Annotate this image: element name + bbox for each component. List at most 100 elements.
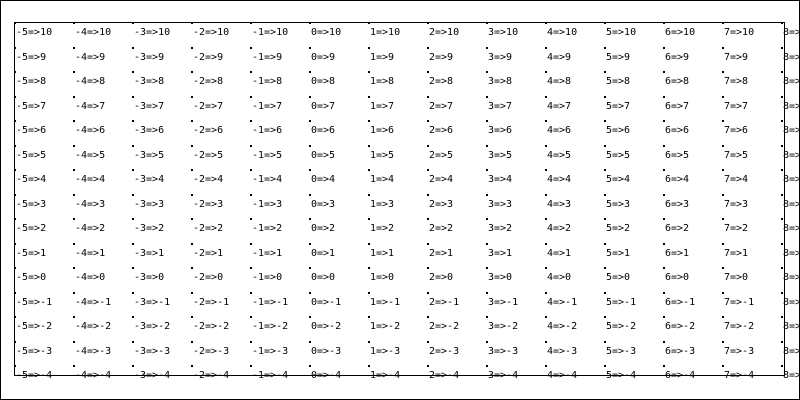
grid-point-text: 5=>6 bbox=[606, 125, 631, 136]
grid-point-dot bbox=[545, 95, 547, 98]
grid-point-dot bbox=[427, 22, 429, 24]
grid-point-dot bbox=[73, 144, 75, 147]
grid-point-text: 2=>9 bbox=[429, 51, 454, 63]
grid-point-text: -5=>5 bbox=[16, 149, 47, 161]
grid-point-dot bbox=[663, 340, 665, 343]
grid-point-dot bbox=[722, 242, 724, 245]
grid-point-text: 4=>6 bbox=[547, 125, 572, 136]
grid-point-dot bbox=[427, 365, 429, 367]
grid-point-dot bbox=[427, 340, 429, 343]
grid-point-dot bbox=[73, 95, 75, 98]
grid-point-text: 2=>0 bbox=[429, 272, 454, 283]
grid-point-dot bbox=[427, 193, 429, 196]
grid-point-text: 2=>6 bbox=[429, 125, 454, 136]
grid-point-dot bbox=[73, 120, 75, 122]
grid-point-text: 4=>9 bbox=[547, 51, 572, 63]
grid-point-text: 7=>5 bbox=[724, 149, 749, 161]
grid-point-text: 6=>-1 bbox=[665, 296, 696, 308]
grid-point-dot bbox=[722, 144, 724, 147]
grid-point-dot bbox=[14, 144, 16, 147]
grid-point-dot bbox=[309, 267, 311, 269]
grid-point-text: 5=>4 bbox=[606, 174, 631, 185]
grid-point-dot bbox=[191, 169, 193, 171]
grid-point-text: -4=>7 bbox=[75, 100, 106, 112]
grid-point-text: 5=>9 bbox=[606, 51, 631, 63]
grid-point-dot bbox=[604, 144, 606, 147]
grid-point-text: 2=>2 bbox=[429, 223, 454, 234]
grid-point-dot bbox=[604, 169, 606, 171]
grid-point-dot bbox=[14, 22, 16, 24]
grid-point-text: 5=>-1 bbox=[606, 296, 637, 308]
grid-point-text: -3=>-3 bbox=[134, 345, 171, 357]
grid-point-dot bbox=[486, 95, 488, 98]
grid-point-text: 6=>7 bbox=[665, 100, 690, 112]
grid-point-text: -1=>6 bbox=[252, 125, 283, 136]
grid-point-dot bbox=[486, 291, 488, 294]
grid-point-dot bbox=[368, 242, 370, 245]
grid-point-dot bbox=[486, 340, 488, 343]
grid-point-dot bbox=[545, 218, 547, 220]
grid-point-text: 1=>-3 bbox=[370, 345, 401, 357]
grid-point-dot bbox=[663, 218, 665, 220]
grid-point-dot bbox=[781, 267, 783, 269]
grid-point-dot bbox=[663, 144, 665, 147]
grid-point-dot bbox=[73, 340, 75, 343]
grid-point-text: 3=>9 bbox=[488, 51, 513, 63]
grid-point-dot bbox=[250, 71, 252, 73]
grid-point-dot bbox=[545, 193, 547, 196]
grid-point-text: 8=>1 bbox=[783, 247, 800, 259]
grid-point-text: 7=>2 bbox=[724, 223, 749, 234]
grid-point-dot bbox=[368, 291, 370, 294]
grid-point-text: 6=>2 bbox=[665, 223, 690, 234]
grid-point-dot bbox=[309, 144, 311, 147]
grid-point-dot bbox=[250, 193, 252, 196]
grid-point-text: -5=>8 bbox=[16, 76, 47, 87]
grid-point-dot bbox=[545, 169, 547, 171]
grid-point-text: 0=>-1 bbox=[311, 296, 342, 308]
grid-point-dot bbox=[309, 316, 311, 318]
grid-point-dot bbox=[191, 340, 193, 343]
grid-point-dot bbox=[604, 365, 606, 367]
grid-point-dot bbox=[781, 46, 783, 49]
grid-point-text: 5=>1 bbox=[606, 247, 631, 259]
grid-point-dot bbox=[191, 95, 193, 98]
grid-point-text: 2=>-1 bbox=[429, 296, 460, 308]
grid-point-dot bbox=[250, 22, 252, 24]
grid-point-text: 0=>9 bbox=[311, 51, 336, 63]
grid-point-dot bbox=[132, 193, 134, 196]
grid-point-text: -4=>10 bbox=[75, 27, 112, 38]
grid-point-dot bbox=[663, 22, 665, 24]
grid-point-dot bbox=[132, 365, 134, 367]
grid-point-text: 1=>3 bbox=[370, 198, 395, 210]
grid-point-dot bbox=[250, 242, 252, 245]
grid-point-dot bbox=[663, 267, 665, 269]
grid-point-dot bbox=[309, 95, 311, 98]
grid-point-dot bbox=[545, 120, 547, 122]
grid-point-dot bbox=[545, 316, 547, 318]
grid-point-text: -2=>7 bbox=[193, 100, 224, 112]
grid-point-text: -2=>-1 bbox=[193, 296, 230, 308]
grid-point-text: 0=>4 bbox=[311, 174, 336, 185]
grid-point-text: 1=>2 bbox=[370, 223, 395, 234]
grid-point-text: 6=>0 bbox=[665, 272, 690, 283]
grid-point-text: 3=>-3 bbox=[488, 345, 519, 357]
grid-point-text: 4=>0 bbox=[547, 272, 572, 283]
grid-point-dot bbox=[486, 120, 488, 122]
grid-point-dot bbox=[427, 95, 429, 98]
grid-point-dot bbox=[191, 316, 193, 318]
grid-point-text: -3=>-2 bbox=[134, 321, 171, 332]
grid-point-dot bbox=[545, 71, 547, 73]
grid-point-dot bbox=[191, 218, 193, 220]
grid-point-text: -2=>6 bbox=[193, 125, 224, 136]
grid-point-dot bbox=[604, 242, 606, 245]
grid-point-text: -1=>3 bbox=[252, 198, 283, 210]
grid-point-dot bbox=[722, 365, 724, 367]
grid-point-text: 8=>2 bbox=[783, 223, 800, 234]
grid-point-text: -4=>1 bbox=[75, 247, 106, 259]
grid-point-text: 3=>8 bbox=[488, 76, 513, 87]
grid-point-text: -5=>9 bbox=[16, 51, 47, 63]
grid-point-text: 2=>-3 bbox=[429, 345, 460, 357]
grid-point-dot bbox=[368, 120, 370, 122]
top-axis-line bbox=[14, 22, 784, 23]
